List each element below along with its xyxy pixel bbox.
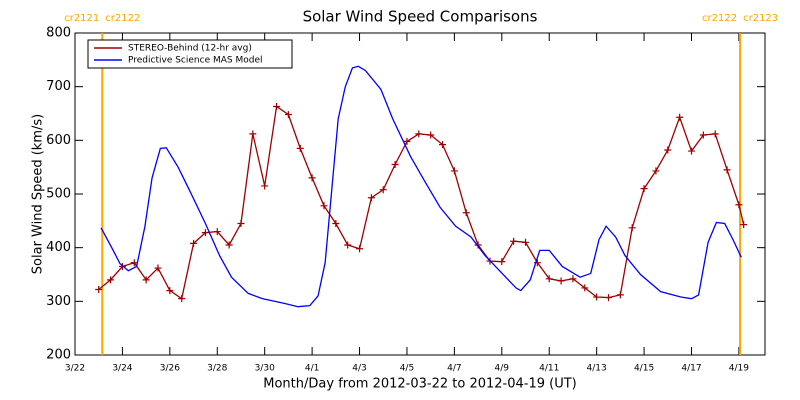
carrington-label: cr2123	[743, 13, 778, 24]
x-tick-label: 4/5	[400, 364, 414, 374]
point-marker	[687, 147, 695, 155]
point-marker	[450, 167, 458, 175]
y-tick-label: 200	[46, 348, 71, 363]
point-marker	[605, 294, 613, 302]
point-marker	[676, 113, 684, 121]
x-tick-label: 3/22	[65, 364, 85, 374]
point-marker	[735, 201, 743, 209]
point-marker	[201, 229, 209, 237]
point-marker	[95, 286, 103, 294]
x-tick-label: 3/30	[255, 364, 275, 374]
point-marker	[415, 130, 423, 138]
point-marker	[249, 130, 257, 138]
x-tick-label: 4/9	[495, 364, 510, 374]
point-marker	[344, 241, 352, 249]
point-marker	[356, 245, 364, 253]
point-marker	[213, 228, 221, 236]
x-tick-label: 3/26	[160, 364, 180, 374]
point-marker	[593, 293, 601, 301]
series-line	[100, 65, 742, 308]
point-marker	[628, 224, 636, 232]
point-marker	[498, 258, 506, 266]
point-marker	[142, 276, 150, 284]
x-tick-label: 4/17	[681, 364, 701, 374]
point-marker	[581, 284, 589, 292]
point-marker	[740, 221, 748, 229]
point-marker	[367, 194, 375, 202]
point-marker	[711, 130, 719, 138]
y-tick-label: 400	[46, 240, 71, 255]
point-marker	[320, 202, 328, 210]
point-marker	[166, 287, 174, 295]
plot-frame	[74, 32, 766, 356]
point-marker	[533, 259, 541, 267]
legend-label: STEREO-Behind (12-hr avg)	[128, 44, 252, 54]
y-tick-label: 600	[46, 133, 71, 148]
point-marker	[273, 103, 281, 111]
point-marker	[557, 277, 565, 285]
point-marker	[130, 259, 138, 267]
point-marker	[391, 160, 399, 168]
y-tick-label: 700	[46, 79, 71, 94]
point-marker	[640, 185, 648, 193]
y-tick-label: 800	[46, 26, 71, 41]
legend-label: Predictive Science MAS Model	[128, 56, 263, 66]
point-marker	[190, 239, 198, 247]
x-tick-label: 3/28	[207, 364, 227, 374]
x-tick-label: 4/7	[447, 364, 461, 374]
point-marker	[462, 209, 470, 217]
x-tick-label: 4/13	[587, 364, 607, 374]
point-marker	[403, 137, 411, 145]
carrington-label: cr2122	[702, 13, 737, 24]
x-tick-label: 4/15	[634, 364, 654, 374]
point-marker	[237, 220, 245, 228]
y-axis-label: Solar Wind Speed (km/s)	[31, 114, 46, 274]
point-marker	[178, 295, 186, 303]
x-tick-label: 4/3	[352, 364, 366, 374]
x-axis-label: Month/Day from 2012-03-22 to 2012-04-19 …	[263, 377, 576, 392]
point-marker	[154, 264, 162, 272]
x-tick-label: 4/11	[539, 364, 559, 374]
point-marker	[699, 131, 707, 139]
point-marker	[107, 276, 115, 284]
x-tick-label: 4/19	[729, 364, 749, 374]
x-tick-label: 3/24	[112, 364, 132, 374]
carrington-label: cr2122	[105, 13, 140, 24]
point-marker	[510, 237, 518, 245]
point-marker	[379, 186, 387, 194]
point-marker	[652, 167, 660, 175]
point-marker	[284, 111, 292, 119]
point-marker	[616, 291, 624, 299]
point-marker	[261, 182, 269, 190]
y-tick-label: 500	[46, 187, 71, 202]
point-marker	[569, 275, 577, 283]
point-marker	[225, 241, 233, 249]
point-marker	[545, 275, 553, 283]
point-marker	[439, 141, 447, 149]
point-marker	[723, 166, 731, 174]
y-tick-label: 300	[46, 294, 71, 309]
point-marker	[332, 220, 340, 228]
point-marker	[427, 131, 435, 139]
chart-title: Solar Wind Speed Comparisons	[303, 8, 538, 26]
x-tick-label: 4/1	[305, 364, 319, 374]
point-marker	[664, 146, 672, 154]
point-marker	[308, 174, 316, 182]
carrington-label: cr2121	[64, 13, 99, 24]
point-marker	[522, 238, 530, 246]
legend-box	[87, 39, 293, 69]
point-marker	[296, 144, 304, 152]
